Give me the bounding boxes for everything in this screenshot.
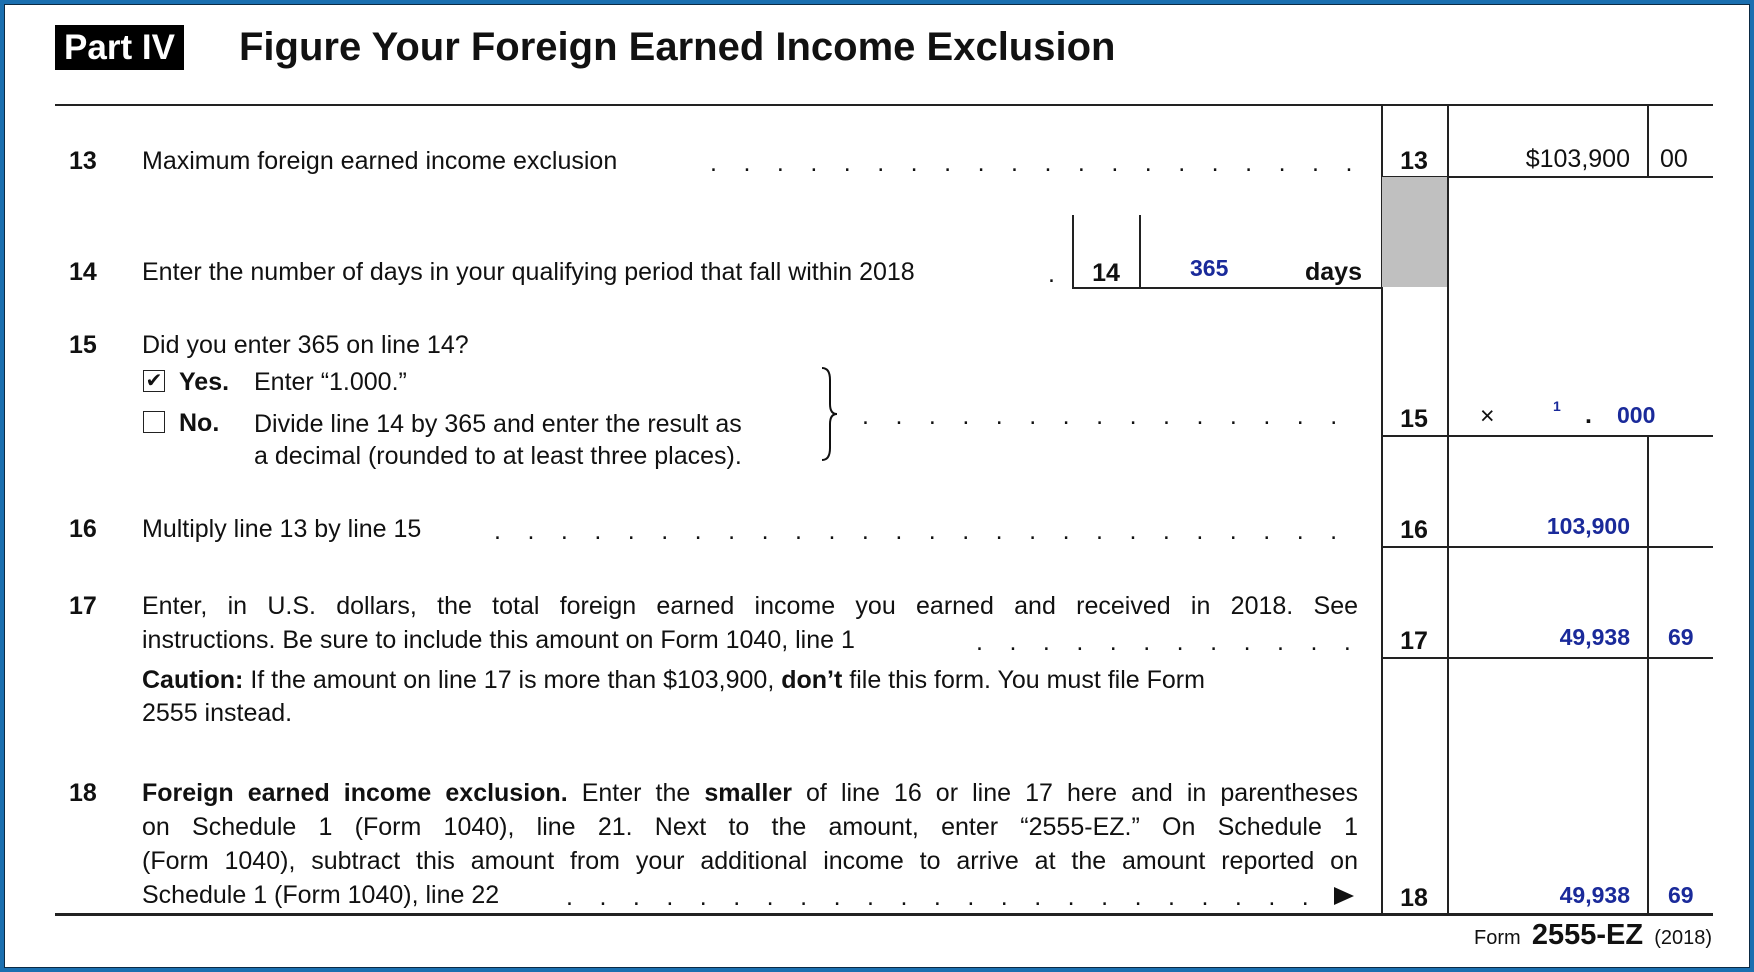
dot-leader: ......................... (710, 149, 1360, 177)
line-text: (Form 1040), subtract this amount from y… (142, 847, 1358, 875)
caution-emphasis: don’t (781, 666, 843, 694)
form-footer: Form 2555-EZ (2018) (1474, 918, 1712, 955)
line-part: Enter the (567, 779, 705, 807)
shaded-box (1382, 177, 1447, 287)
days-field[interactable]: 365 (1190, 255, 1229, 281)
cents-divider-13 (1647, 104, 1649, 176)
cents-field[interactable]: 69 (1668, 624, 1694, 650)
no-text: a decimal (rounded to at least three pla… (254, 442, 742, 470)
days-unit: days (1305, 258, 1362, 286)
line-number: 18 (69, 779, 97, 807)
brace-icon (821, 367, 838, 461)
row-rule-16 (1381, 546, 1713, 548)
yes-text: Enter “1.000.” (254, 368, 407, 396)
bottom-rule (55, 913, 1713, 916)
amount-column-left (1447, 104, 1449, 914)
line-text: Multiply line 13 by line 15 (142, 515, 422, 543)
ratio-integer-field[interactable]: 1 (1553, 398, 1561, 414)
line-text: Enter, in U.S. dollars, the total foreig… (142, 592, 1358, 620)
box-number: 13 (1400, 147, 1428, 175)
dot-leader: .................................. (494, 517, 1362, 545)
box14-divider (1139, 215, 1141, 287)
line-text: Enter the number of days in your qualify… (142, 258, 915, 286)
line-text: Foreign earned income exclusion. Enter t… (142, 778, 1358, 808)
page-title: Figure Your Foreign Earned Income Exclus… (239, 25, 1116, 69)
yes-label: Yes. (179, 368, 230, 396)
amount-field[interactable]: 49,938 (1559, 882, 1630, 908)
line-text: Schedule 1 (Form 1040), line 22 (142, 881, 500, 909)
box-number: 16 (1400, 516, 1428, 544)
box-number: 18 (1400, 884, 1428, 912)
cents-field[interactable]: 00 (1660, 145, 1688, 173)
cents-divider (1647, 435, 1649, 914)
row-rule-17 (1381, 657, 1713, 659)
line-number: 14 (69, 258, 97, 286)
line-number: 15 (69, 331, 97, 359)
amount-field[interactable]: $103,900 (1525, 145, 1630, 173)
caution-label: Caution: (142, 666, 244, 694)
line-heading: Foreign earned income exclusion. (142, 779, 568, 807)
box-number: 17 (1400, 627, 1428, 655)
times-sign: × (1480, 402, 1495, 430)
form-word: Form (1474, 927, 1521, 949)
line-question: Did you enter 365 on line 14? (142, 331, 469, 359)
line-text: on Schedule 1 (Form 1040), line 21. Next… (142, 813, 1358, 841)
no-text: Divide line 14 by 365 and enter the resu… (254, 410, 742, 438)
form-number: 2555-EZ (1531, 919, 1644, 951)
yes-checkbox[interactable]: ✔ (143, 370, 165, 392)
part-label: Part IV (55, 25, 184, 70)
form-year: (2018) (1654, 927, 1712, 949)
box14-left (1072, 215, 1074, 287)
box-number-column-left (1381, 104, 1383, 914)
amount-field[interactable]: 103,900 (1546, 513, 1630, 539)
row-rule-13 (1381, 176, 1713, 178)
caution-text: Caution: If the amount on line 17 is mor… (142, 665, 1205, 695)
arrow-right-icon (1334, 887, 1354, 905)
caution-part: If the amount on line 17 is more than $1… (243, 666, 782, 694)
line-number: 16 (69, 515, 97, 543)
no-checkbox[interactable] (143, 411, 165, 433)
top-rule (55, 104, 1713, 106)
amount-field[interactable]: 49,938 (1559, 624, 1630, 650)
cents-field[interactable]: 69 (1668, 882, 1694, 908)
dot-leader: ................... (862, 402, 1362, 430)
line-text: instructions. Be sure to include this am… (142, 626, 855, 654)
box-number: 15 (1400, 405, 1428, 433)
dot-leader: ............... (976, 628, 1362, 656)
line-number: 17 (69, 592, 97, 620)
decimal-point: . (1585, 401, 1592, 429)
row-rule-14 (1072, 287, 1382, 289)
line-number: 13 (69, 147, 97, 175)
ratio-decimal-field[interactable]: 000 (1617, 402, 1656, 428)
line-text: Maximum foreign earned income exclusion (142, 147, 618, 175)
caution-text: 2555 instead. (142, 699, 293, 727)
caution-part: file this form. You must file Form (842, 666, 1205, 694)
line-part: of line 16 or line 17 here and in parent… (791, 779, 1358, 807)
box-number: 14 (1092, 259, 1120, 287)
dot-leader: ............................. (566, 883, 1330, 911)
row-rule-15 (1381, 435, 1713, 437)
no-label: No. (179, 409, 220, 437)
line-emphasis: smaller (704, 779, 792, 807)
dot-leader: . (1048, 259, 1072, 289)
